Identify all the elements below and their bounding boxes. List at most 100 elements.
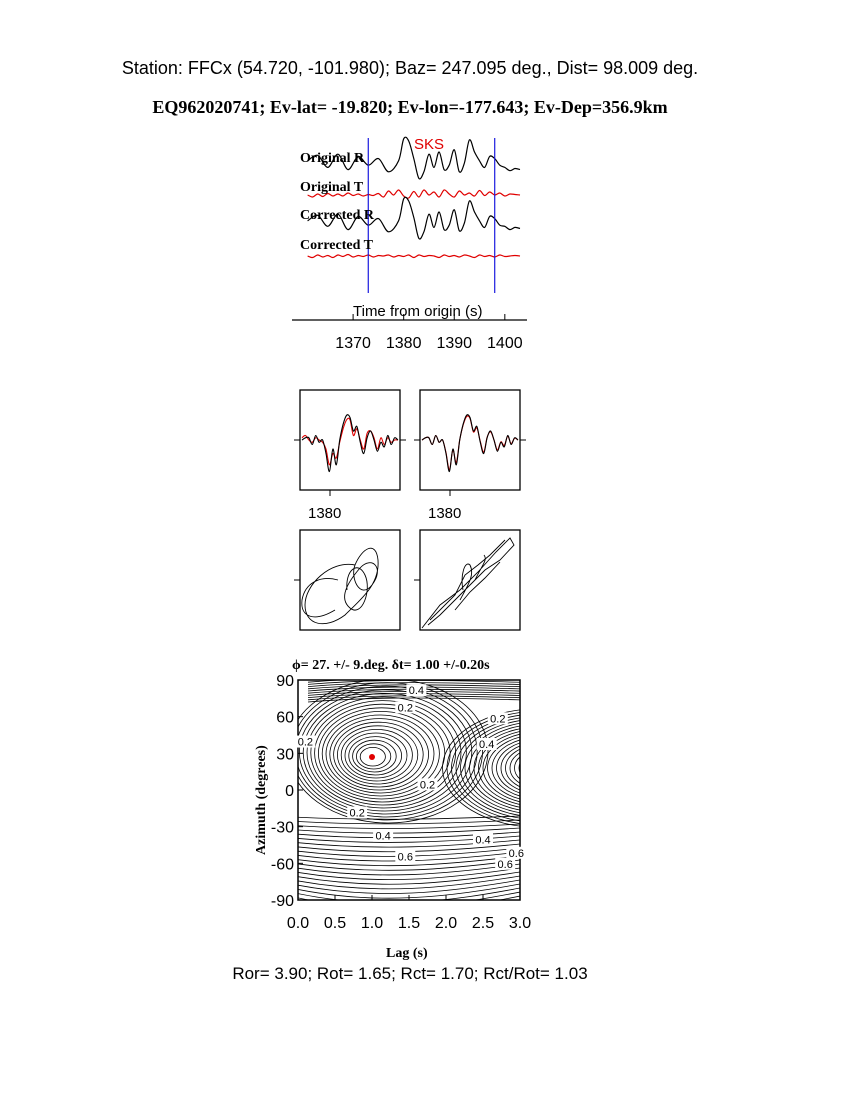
contour-label-bg: [347, 806, 368, 819]
contour-y-tick-label: 30: [276, 746, 294, 763]
contour-label-bg: [395, 850, 416, 863]
time-tick-label: 1370: [335, 335, 371, 352]
contour-line: [446, 712, 520, 824]
contour-label: 0.2: [398, 702, 413, 714]
trace-label-original-t: Original T: [300, 180, 364, 195]
contour-line: [455, 717, 520, 819]
contour-line: [307, 697, 520, 703]
contour-x-tick-label: 0.5: [324, 915, 346, 932]
time-tick-label: 1380: [386, 335, 422, 352]
contour-label-bg: [506, 846, 527, 859]
time-axis-ticks: 1370 1380 1390 1400: [335, 314, 523, 352]
contour-line: [298, 887, 520, 900]
particle-motion-panel: [294, 529, 521, 631]
contour-line: [464, 722, 520, 814]
contour-label-bg: [395, 701, 416, 714]
contour-label: 0.4: [375, 831, 390, 843]
contour-line: [482, 733, 520, 803]
contour-line: [321, 711, 440, 797]
seismogram-traces: [307, 136, 521, 259]
seismogram-trace: [307, 196, 521, 240]
contour-line: [469, 725, 520, 811]
contour-line: [355, 743, 392, 770]
contour-label: 0.2: [490, 713, 505, 725]
contour-line: [298, 879, 520, 894]
contour-line: [306, 696, 462, 809]
contour-line: [352, 739, 397, 773]
contour-lines: [298, 674, 525, 900]
overlay-traces: [294, 414, 526, 496]
contour-label-bg: [417, 778, 438, 791]
contour-line: [298, 680, 489, 824]
best-fit-point: [369, 754, 375, 760]
contour-line: [298, 883, 520, 899]
contour-line: [307, 682, 520, 687]
contour-line: [298, 815, 520, 820]
contour-line: [509, 752, 520, 784]
contour-line: [310, 700, 457, 806]
contour-line: [451, 714, 520, 822]
contour-line: [298, 891, 520, 900]
overlay-trace-red: [301, 417, 399, 466]
contour-line: [336, 725, 419, 785]
contour-line: [317, 707, 446, 800]
overlay-tick-label-left: 1380: [308, 505, 341, 522]
overlay-box-right: [419, 389, 521, 491]
contour-label: 0.2: [350, 807, 365, 819]
time-axis-label: Time from origin (s): [353, 303, 482, 320]
contour-line: [298, 831, 520, 839]
contour-label-bg: [473, 833, 493, 846]
seismogram-trace: [307, 189, 521, 199]
contour-line: [298, 823, 520, 829]
contour-title: ϕ= 27. +/- 9.deg. δt= 1.00 +/-0.20s: [292, 658, 490, 673]
contour-line: [478, 731, 520, 805]
contour-line: [308, 674, 525, 678]
contour-x-tick-label: 2.0: [435, 915, 457, 932]
contour-line: [348, 736, 403, 776]
trace-label-corrected-r: Corrected R: [300, 208, 375, 223]
contour-line: [298, 827, 520, 834]
contour-y-tick-label: -60: [271, 856, 294, 873]
contour-y-tick-label: -90: [271, 893, 294, 910]
contour-value-labels: 0.40.20.20.40.20.20.20.4 0.40.6 0.60.6: [295, 684, 527, 871]
contour-line: [505, 748, 520, 788]
contour-x-tick-label: 3.0: [509, 915, 531, 932]
overlay-tick-label-right: 1380: [428, 505, 461, 522]
contour-y-tick-label: 60: [276, 710, 294, 727]
contour-label: 0.4: [475, 834, 490, 846]
contour-y-tick-label: 0: [285, 783, 294, 800]
contour-line: [491, 739, 520, 797]
contour-line: [487, 736, 520, 800]
contour-label: 0.2: [420, 779, 435, 791]
contour-xlabel: Lag (s): [386, 946, 428, 961]
contour-label: 0.6: [509, 848, 524, 860]
contour-line: [298, 871, 520, 885]
contour-x-tick-label: 1.5: [398, 915, 420, 932]
contour-line: [340, 729, 413, 782]
waveform-overlay-panel: 1380 1380: [294, 389, 526, 522]
overlay-trace-black: [301, 414, 399, 473]
particle-motion-box-left: [299, 529, 401, 631]
energy-contour-panel: ϕ= 27. +/- 9.deg. δt= 1.00 +/-0.20s 0.4 0…: [254, 658, 531, 961]
contour-label: 0.4: [479, 739, 494, 751]
phase-label: SKS: [414, 136, 444, 153]
contour-label-bg: [295, 735, 316, 748]
contour-line: [298, 685, 478, 818]
ratio-summary: Ror= 3.90; Rot= 1.65; Rct= 1.70; Rct/Rot…: [232, 964, 588, 983]
contour-line: [473, 728, 520, 808]
contour-x-tick-label: 1.0: [361, 915, 383, 932]
contour-ylabel: Azimuth (degrees): [254, 745, 269, 855]
contour-line: [359, 747, 386, 767]
overlay-box-left: [299, 389, 401, 491]
contour-label-bg: [487, 712, 508, 725]
contour-label: 0.2: [298, 737, 313, 749]
contour-line: [298, 839, 520, 848]
particle-motion-right: [421, 537, 515, 629]
overlay-trace-red: [421, 415, 519, 471]
contour-line: [442, 709, 520, 827]
contour-label: 0.4: [409, 685, 424, 697]
splitting-figure: SKS Original R Original T Corrected R Co…: [254, 136, 531, 961]
contour-axes: 0.0 0.5 1.0 1.5 2.0 2.5 3.0 90 60 30 0 -30 -60 -90: [271, 673, 531, 932]
contour-set: [298, 674, 525, 900]
time-tick-label: 1390: [436, 335, 472, 352]
